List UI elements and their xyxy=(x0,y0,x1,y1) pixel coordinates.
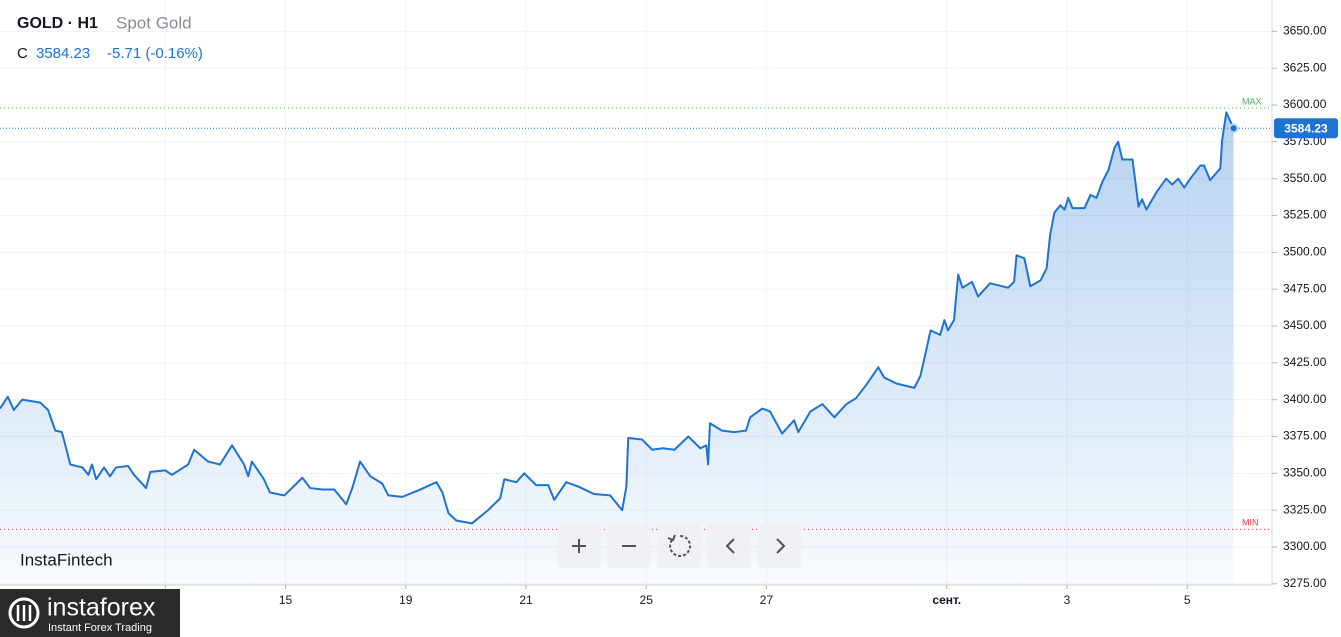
y-tick-label: 3400.00 xyxy=(1283,392,1327,406)
y-tick-label: 3425.00 xyxy=(1283,355,1327,369)
chart-subtitle: Spot Gold xyxy=(116,13,192,32)
x-tick-label: 27 xyxy=(760,593,774,607)
right-icon xyxy=(776,538,786,554)
button-bg[interactable] xyxy=(757,524,801,568)
logo-icon xyxy=(8,597,40,629)
x-tick-label: 5 xyxy=(1184,593,1191,607)
scroll-left-button[interactable] xyxy=(707,524,751,568)
scroll-right-button[interactable] xyxy=(757,524,801,568)
last-price-box xyxy=(1274,118,1338,139)
logo-icon-lines xyxy=(16,605,32,621)
y-tick-label: 3325.00 xyxy=(1283,502,1327,516)
reset-button[interactable] xyxy=(657,524,701,568)
plot: MAX MIN xyxy=(0,96,1272,585)
close-label: C xyxy=(17,45,28,62)
x-tick-label: 21 xyxy=(519,593,533,607)
watermark: InstaFintech xyxy=(20,550,113,569)
area-fill xyxy=(0,112,1234,585)
plus-icon xyxy=(572,539,586,553)
x-tick-label: 25 xyxy=(640,593,654,607)
y-tick-label: 3525.00 xyxy=(1283,208,1327,222)
change: -5.71 (-0.16%) xyxy=(107,45,203,62)
y-tick-label: 3650.00 xyxy=(1283,24,1327,38)
y-tick-label: 3275.00 xyxy=(1283,576,1327,590)
x-tick-label: 15 xyxy=(279,593,293,607)
y-tick-label: 3475.00 xyxy=(1283,281,1327,295)
x-tick-label: 19 xyxy=(399,593,413,607)
y-tick-label: 3350.00 xyxy=(1283,466,1327,480)
logo-tagline: Instant Forex Trading xyxy=(48,622,152,634)
button-bg[interactable] xyxy=(657,524,701,568)
left-icon xyxy=(725,538,735,554)
zoom-in-button[interactable] xyxy=(557,524,601,568)
close-value: 3584.23 xyxy=(36,45,90,62)
y-tick-label: 3625.00 xyxy=(1283,60,1327,74)
price-line xyxy=(0,111,1235,525)
y-tick-label: 3500.00 xyxy=(1283,245,1327,259)
x-tick-label: 3 xyxy=(1064,593,1071,607)
zoom-out-button[interactable] xyxy=(607,524,651,568)
last-point xyxy=(1228,123,1239,134)
y-tick-label: 3600.00 xyxy=(1283,97,1327,111)
reference-label: MIN xyxy=(1242,518,1259,528)
chart-title: GOLD · H1 xyxy=(17,15,98,32)
logo: instaforex Instant Forex Trading xyxy=(0,589,180,637)
reset-icon xyxy=(669,534,691,557)
y-tick-label: 3450.00 xyxy=(1283,318,1327,332)
reference-label: MAX xyxy=(1242,96,1262,106)
nav-buttons xyxy=(557,524,801,568)
reset-arrow xyxy=(667,534,676,542)
y-tick-label: 3375.00 xyxy=(1283,429,1327,443)
y-tick-label: 3300.00 xyxy=(1283,539,1327,553)
last-price-label: 3584.23 xyxy=(1284,121,1328,135)
button-bg[interactable] xyxy=(707,524,751,568)
x-tick-label: сент. xyxy=(932,593,961,607)
logo-name: instaforex xyxy=(47,594,156,622)
y-tick-label: 3550.00 xyxy=(1283,171,1327,185)
